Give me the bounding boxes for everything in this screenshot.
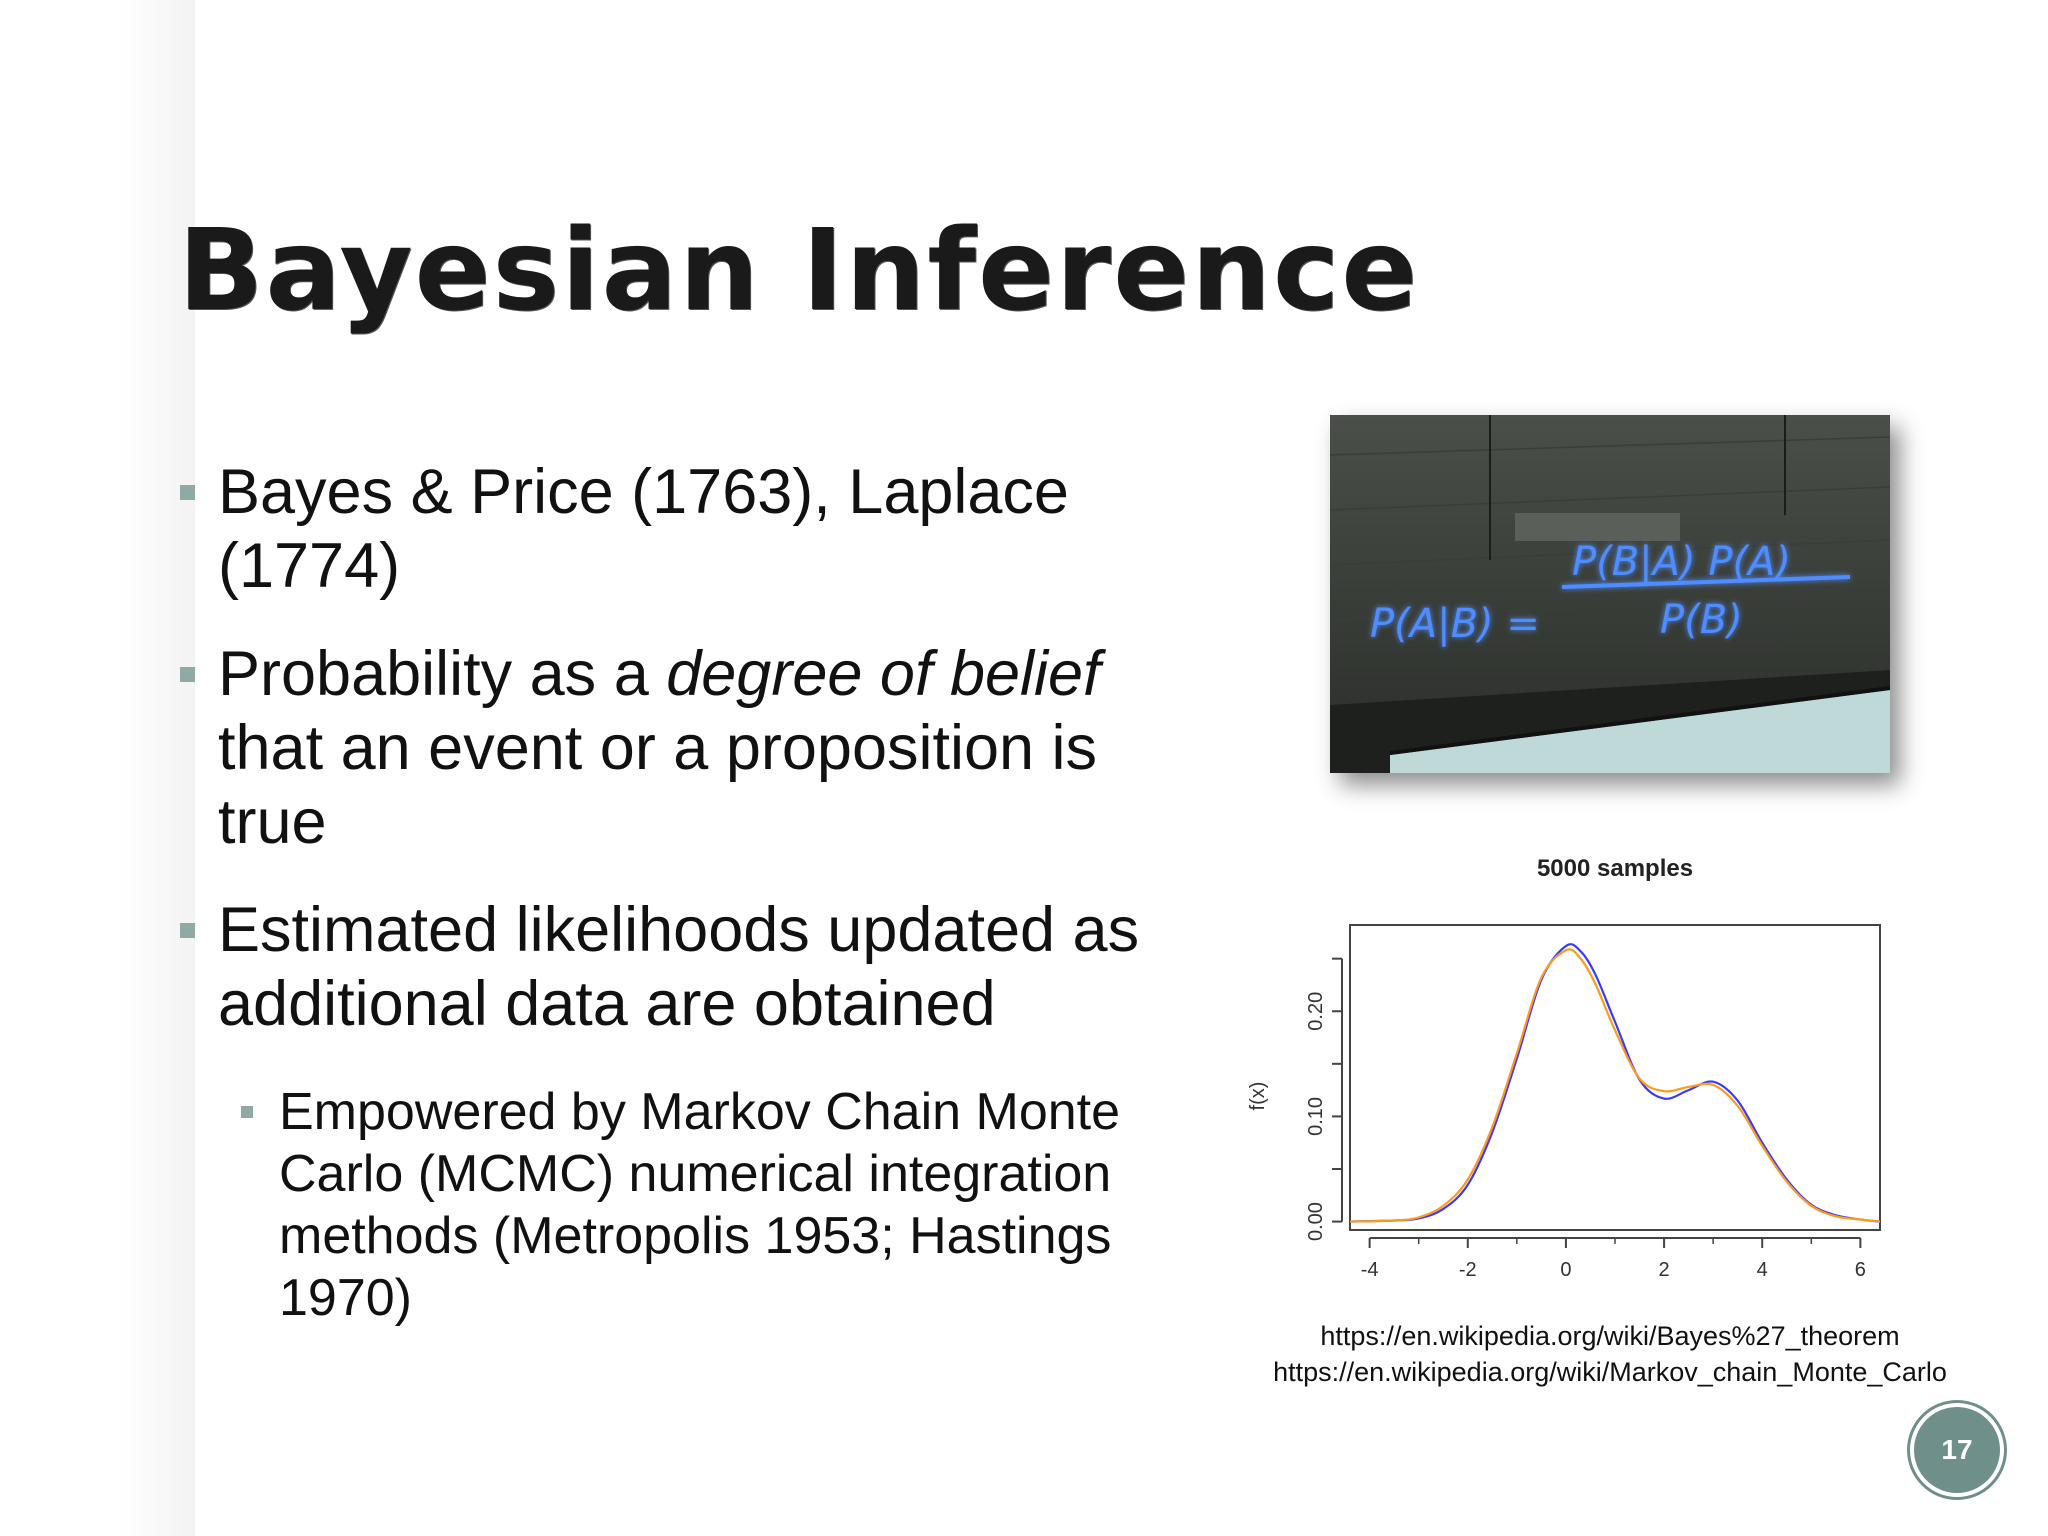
bullet-marker-icon bbox=[180, 485, 195, 500]
bullet-list: Bayes & Price (1763), Laplace (1774) Pro… bbox=[178, 455, 1198, 1329]
page-number: 17 bbox=[1941, 1434, 1973, 1465]
formula-left-text: P(A|B) = bbox=[1370, 601, 1540, 647]
source-link[interactable]: https://en.wikipedia.org/wiki/Markov_cha… bbox=[1273, 1357, 1947, 1387]
chart-title: 5000 samples bbox=[1537, 855, 1693, 882]
x-tick-label: 0 bbox=[1560, 1259, 1571, 1281]
plot-frame bbox=[1349, 924, 1881, 1231]
bullet-text: Estimated likelihoods updated as additio… bbox=[218, 895, 1140, 1039]
x-tick-label: 6 bbox=[1855, 1259, 1866, 1281]
bullet-marker-icon bbox=[180, 667, 195, 682]
bullet-marker-icon bbox=[180, 923, 195, 938]
source-links: https://en.wikipedia.org/wiki/Bayes%27_t… bbox=[1220, 1318, 2000, 1390]
bullet-item: Probability as a degree of belief that a… bbox=[178, 637, 1198, 859]
chart-y-axis-label: f(x) bbox=[1247, 1082, 1269, 1111]
bullet-item: Bayes & Price (1763), Laplace (1774) bbox=[178, 455, 1198, 603]
formula-denominator-text: P(B) bbox=[1660, 597, 1743, 643]
y-tick-label: 0.00 bbox=[1305, 1202, 1327, 1241]
formula-numerator-text: P(B|A) P(A) bbox=[1572, 539, 1791, 585]
x-tick-label: 2 bbox=[1659, 1259, 1670, 1281]
bullet-emphasis: degree of belief bbox=[666, 639, 1101, 709]
sub-bullet-text: Empowered by Markov Chain Monte Carlo (M… bbox=[279, 1083, 1121, 1327]
bullet-item: Estimated likelihoods updated as additio… bbox=[178, 893, 1198, 1041]
density-curve bbox=[1349, 948, 1881, 1223]
neon-formula-photo: P(A|B) = P(B|A) P(A) P(B) bbox=[1330, 415, 1890, 773]
density-chart: 5000 samples f(x) -4 -2 0 2 4 6 0.00 0.10 0.20 bbox=[1247, 855, 1881, 1281]
bullet-text: Bayes & Price (1763), Laplace (1774) bbox=[218, 457, 1069, 601]
y-tick-label: 0.10 bbox=[1305, 1097, 1327, 1136]
sub-bullet-item: Empowered by Markov Chain Monte Carlo (M… bbox=[239, 1081, 1139, 1329]
slide-title: Bayesian Inference bbox=[178, 206, 1420, 336]
page-number-badge: 17 bbox=[1910, 1403, 2004, 1497]
y-tick-label: 0.20 bbox=[1305, 992, 1327, 1031]
sub-bullet-marker-icon bbox=[241, 1106, 253, 1118]
bullet-text-start: Probability as a bbox=[218, 639, 667, 709]
x-tick-label: -4 bbox=[1361, 1259, 1379, 1281]
x-tick-label: -2 bbox=[1459, 1259, 1477, 1281]
bullet-text-end: that an event or a proposition is true bbox=[218, 713, 1098, 857]
source-link[interactable]: https://en.wikipedia.org/wiki/Bayes%27_t… bbox=[1320, 1321, 1900, 1351]
x-tick-label: 4 bbox=[1757, 1259, 1768, 1281]
left-margin-shade bbox=[0, 0, 195, 1536]
density-curve bbox=[1349, 943, 1881, 1223]
